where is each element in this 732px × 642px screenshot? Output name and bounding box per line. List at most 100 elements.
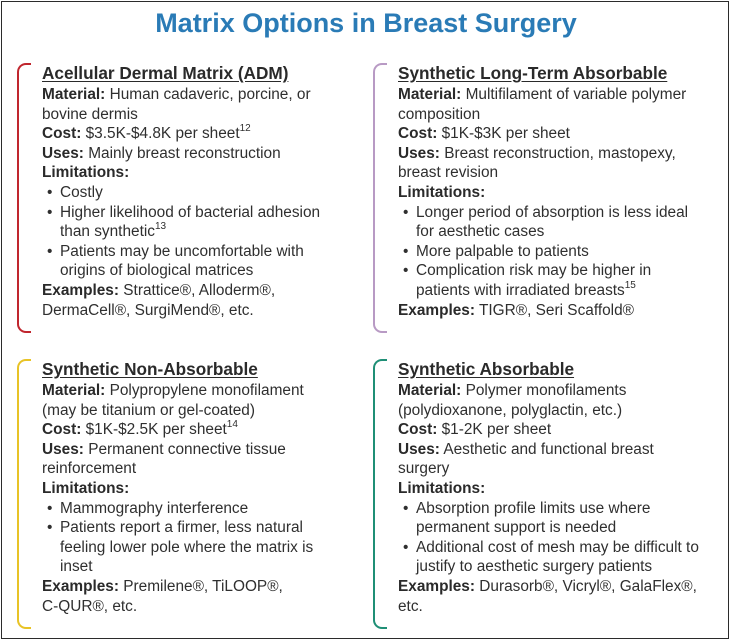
list-item: More palpable to patients (398, 242, 688, 262)
material-row-cont: (may be titanium or gel-coated) (42, 401, 255, 419)
limitation-text: Patients may be uncomfortable with (60, 242, 304, 260)
limitations-label: Limitations: (398, 183, 486, 201)
limitation-text: Absorption profile limits use where (416, 499, 651, 517)
uses-row: Uses: Mainly breast reconstruction (42, 144, 320, 164)
examples-row: Examples: Premilene®, TiLOOP®, (42, 577, 313, 597)
uses-text: Permanent connective tissue (88, 440, 286, 458)
uses-text: Mainly breast reconstruction (88, 144, 281, 162)
panel-content: Synthetic Non-Absorbable Material: Polyp… (42, 359, 313, 616)
limitation-text-cont: than synthetic (60, 223, 155, 241)
panel-bracket-green (373, 359, 387, 629)
uses-row-cont: reinforcement (42, 460, 137, 478)
uses-label: Uses: (42, 440, 84, 458)
limitation-text-cont: inset (60, 558, 93, 576)
cost-text: $3.5K-$4.8K per sheet (85, 125, 240, 143)
cost-label: Cost: (42, 125, 82, 143)
limitation-text: Higher likelihood of bacterial adhesion (60, 203, 321, 221)
uses-text: Breast reconstruction, mastopexy, (444, 144, 676, 162)
examples-label: Examples: (398, 577, 475, 595)
material-label: Material: (398, 382, 462, 399)
limitations-label: Limitations: (398, 479, 486, 497)
cost-text: $1-2K per sheet (441, 421, 552, 439)
cost-text: $1K-$2.5K per sheet (85, 421, 227, 439)
material-label: Material: (42, 86, 106, 103)
list-item: Absorption profile limits use where perma… (398, 499, 699, 538)
uses-text: Aesthetic and functional breast (443, 440, 654, 458)
uses-row: Uses: Aesthetic and functional breast (398, 440, 699, 460)
material-row: Material: Human cadaveric, porcine, or (42, 85, 320, 105)
limitation-text: More palpable to patients (416, 242, 589, 260)
examples-row: Examples: Durasorb®, Vicryl®, GalaFlex®, (398, 577, 699, 597)
examples-text: Durasorb®, Vicryl®, GalaFlex®, (479, 577, 697, 595)
examples-row-cont: DermaCell®, SurgiMend®, etc. (42, 301, 254, 319)
list-item: Patients report a firmer, less naturalfe… (42, 518, 313, 577)
limitations-list: Costly Higher likelihood of bacterial ad… (42, 183, 320, 281)
limitation-text: Longer period of absorption is less idea… (416, 203, 689, 221)
limitation-text-cont: permanent support is needed (416, 519, 617, 537)
limitation-text: Mammography interference (60, 499, 249, 517)
examples-row-cont: etc. (398, 597, 423, 615)
material-text: Polypropylene monofilament (109, 382, 304, 399)
panel-bracket-purple (373, 63, 387, 333)
limitation-text-cont: justify to aesthetic surgery patients (416, 558, 653, 576)
limitations-list: Mammography interference Patients report… (42, 499, 313, 577)
cost-text: $1K-$3K per sheet (441, 125, 570, 143)
panel-synthetic-long-term-absorbable: Synthetic Long-Term Absorbable Material:… (373, 63, 718, 333)
limitation-reference: 15 (624, 279, 636, 291)
panel-content: Acellular Dermal Matrix (ADM) Material: … (42, 63, 320, 320)
cost-reference: 12 (239, 123, 251, 135)
cost-row: Cost: $1-2K per sheet (398, 420, 699, 440)
material-row: Material: Polymer monofilaments (398, 381, 699, 401)
uses-row: Uses: Permanent connective tissue (42, 440, 313, 460)
cost-label: Cost: (42, 421, 82, 439)
material-row-cont: (polydioxanone, polyglactin, etc.) (398, 401, 623, 419)
material-row: Material: Polypropylene monofilament (42, 381, 313, 401)
limitation-text: Complication risk may be higher in (416, 262, 652, 280)
uses-label: Uses: (398, 440, 440, 458)
limitations-list: Longer period of absorption is less idea… (398, 203, 688, 301)
list-item: Costly (42, 183, 320, 203)
examples-label: Examples: (398, 301, 475, 319)
panel-heading: Acellular Dermal Matrix (ADM) (42, 63, 289, 83)
examples-label: Examples: (42, 577, 119, 595)
panel-synthetic-absorbable: Synthetic Absorbable Material: Polymer m… (373, 359, 718, 629)
uses-label: Uses: (398, 144, 440, 162)
list-item: Patients may be uncomfortable with origin… (42, 242, 320, 281)
examples-row-cont: C-QUR®, etc. (42, 597, 138, 615)
panel-bracket-red (17, 63, 31, 333)
panel-heading: Synthetic Long-Term Absorbable (398, 63, 668, 83)
material-row: Material: Multifilament of variable poly… (398, 85, 688, 105)
panel-synthetic-non-absorbable: Synthetic Non-Absorbable Material: Polyp… (17, 359, 347, 629)
panel-content: Synthetic Absorbable Material: Polymer m… (398, 359, 699, 616)
material-row-cont: composition (398, 105, 481, 123)
cost-reference: 14 (226, 419, 238, 431)
cost-label: Cost: (398, 125, 438, 143)
limitations-label: Limitations: (42, 164, 130, 182)
limitations-label: Limitations: (42, 479, 130, 497)
list-item: Complication risk may be higher inpatien… (398, 261, 688, 300)
limitation-text-cont: feeling lower pole where the matrix is (60, 538, 314, 556)
material-text: Polymer monofilaments (465, 382, 627, 399)
limitation-reference: 13 (154, 221, 167, 233)
cost-row: Cost: $1K-$3K per sheet (398, 124, 688, 144)
list-item: Longer period of absorption is less idea… (398, 203, 688, 242)
examples-text: Strattice®, Alloderm®, (123, 281, 276, 299)
panel-heading: Synthetic Non-Absorbable (42, 359, 258, 379)
examples-label: Examples: (42, 281, 119, 299)
limitation-text: Additional cost of mesh may be difficult… (416, 538, 699, 556)
list-item: Higher likelihood of bacterial adhesion t… (42, 203, 320, 242)
limitation-text: Patients report a firmer, less natural (60, 519, 303, 537)
material-text: Multifilament of variable polymer (465, 86, 687, 103)
uses-row-cont: breast revision (398, 164, 499, 182)
limitation-text: Costly (60, 183, 103, 201)
uses-row-cont: surgery (398, 460, 450, 478)
limitations-list: Absorption profile limits use where perma… (398, 499, 699, 577)
uses-label: Uses: (42, 144, 84, 162)
examples-row: Examples: TIGR®, Seri Scaffold® (398, 301, 688, 321)
uses-row: Uses: Breast reconstruction, mastopexy, (398, 144, 688, 164)
material-label: Material: (42, 382, 106, 399)
cost-row: Cost: $1K-$2.5K per sheet14 (42, 420, 313, 440)
panel-adm: Acellular Dermal Matrix (ADM) Material: … (17, 63, 347, 333)
list-item: Mammography interference (42, 499, 313, 519)
